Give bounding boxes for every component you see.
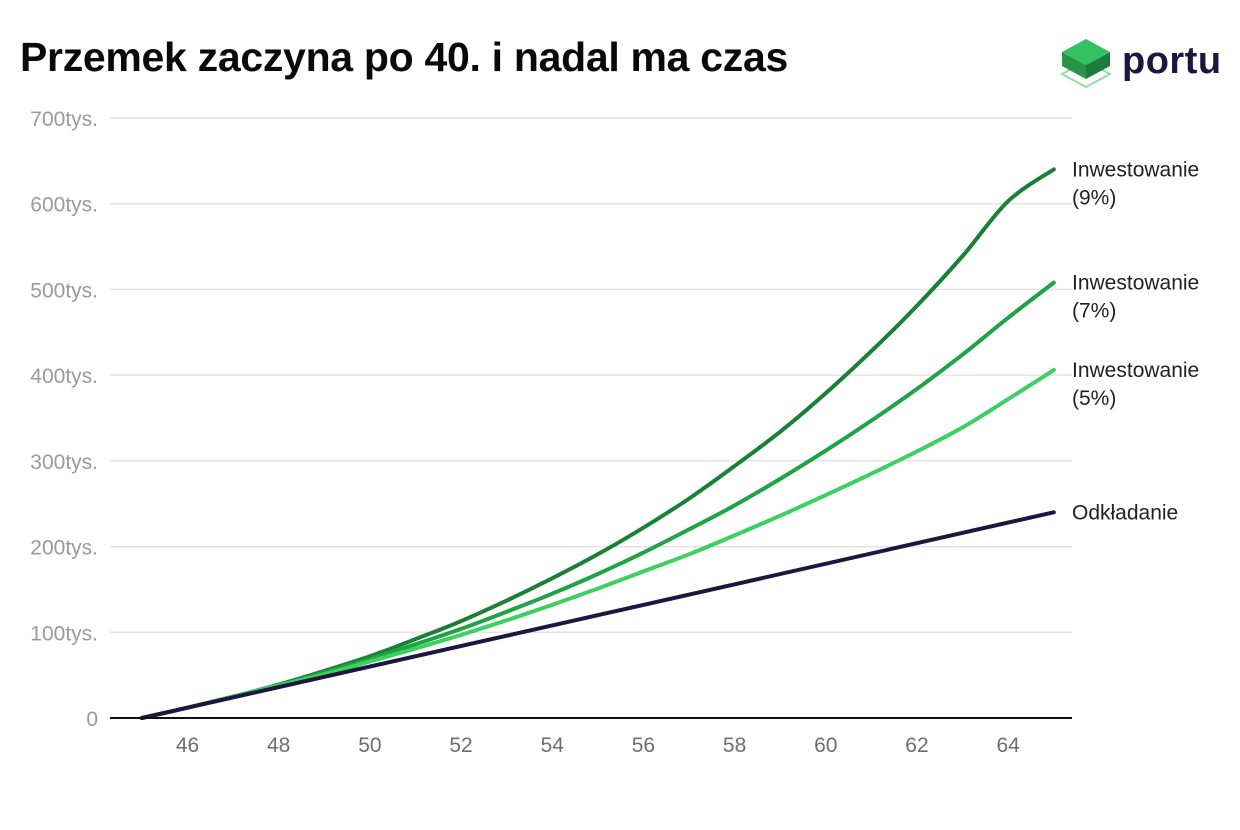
x-tick-label: 52 bbox=[449, 734, 472, 757]
series-label-inwestowanie-9: Inwestowanie (9%) bbox=[1072, 158, 1199, 209]
series-lines bbox=[139, 167, 1056, 720]
portu-logo: portu bbox=[1058, 38, 1228, 98]
series-line-odk-adanie bbox=[139, 510, 1056, 720]
y-tick-label: 300tys. bbox=[30, 451, 98, 474]
y-tick-label: 500tys. bbox=[30, 279, 98, 302]
y-tick-label: 0 bbox=[86, 708, 98, 731]
y-tick-label: 600tys. bbox=[30, 194, 98, 217]
x-axis-ticks: 46 48 50 52 54 56 58 60 62 64 bbox=[176, 734, 1020, 757]
x-tick-label: 56 bbox=[632, 734, 655, 757]
x-tick-label: 50 bbox=[358, 734, 381, 757]
y-tick-label: 200tys. bbox=[30, 537, 98, 560]
y-tick-label: 700tys. bbox=[30, 108, 98, 131]
series-label-odk-adanie: Odkładanie bbox=[1072, 501, 1178, 524]
x-tick-label: 58 bbox=[723, 734, 746, 757]
y-axis-ticks: 0 100tys. 200tys. 300tys. 400tys. 500tys. 600t… bbox=[30, 108, 98, 731]
x-tick-label: 62 bbox=[905, 734, 928, 757]
series-line-inwestowanie-7 bbox=[139, 280, 1056, 720]
y-tick-label: 100tys. bbox=[30, 622, 98, 645]
y-tick-label: 400tys. bbox=[30, 365, 98, 388]
series-line-inwestowanie-9 bbox=[139, 167, 1056, 720]
x-tick-label: 54 bbox=[541, 734, 565, 757]
series-labels: Inwestowanie (9%) Inwestowanie (7%) Inwestow… bbox=[1072, 158, 1199, 524]
series-label-inwestowanie-7: Inwestowanie (7%) bbox=[1072, 272, 1199, 323]
x-tick-label: 48 bbox=[267, 734, 290, 757]
logo-wordmark: portu bbox=[1122, 40, 1222, 82]
series-label-inwestowanie-5: Inwestowanie (5%) bbox=[1072, 359, 1199, 410]
green-stacked-cube-icon bbox=[1059, 39, 1113, 89]
chart-title: Przemek zaczyna po 40. i nadal ma czas bbox=[20, 34, 788, 80]
x-tick-label: 64 bbox=[996, 734, 1020, 757]
x-tick-label: 46 bbox=[176, 734, 199, 757]
x-tick-label: 60 bbox=[814, 734, 837, 757]
gridlines bbox=[110, 117, 1072, 634]
